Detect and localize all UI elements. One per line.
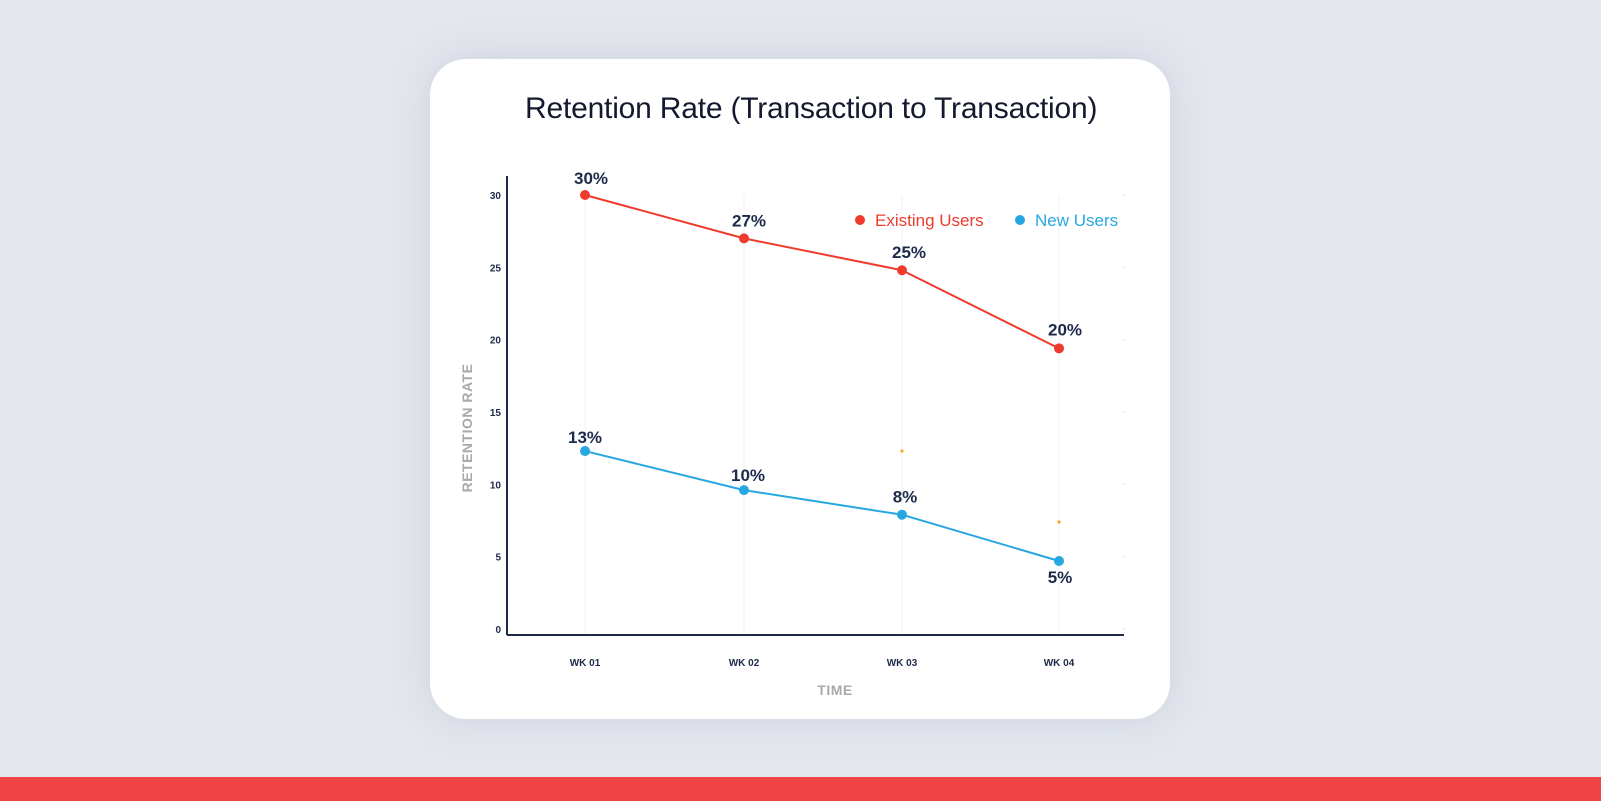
legend-label: New Users [1035, 211, 1118, 230]
legend-label: Existing Users [875, 211, 984, 230]
data-point [739, 485, 749, 496]
data-point [739, 233, 749, 244]
x-axis-title: TIME [817, 682, 852, 698]
y-tick-label: 25 [490, 263, 502, 274]
y-tick-label: 10 [490, 480, 502, 491]
data-label: 5% [1048, 568, 1073, 587]
y-tick-label: 30 [490, 191, 502, 202]
data-label: 10% [731, 466, 765, 485]
series-group: 30% 27% 25% 20% 13% 10% 8% 5% [568, 169, 1082, 587]
bottom-accent-bar [0, 777, 1601, 801]
data-label: 30% [574, 169, 608, 188]
y-tick-label: 5 [495, 553, 501, 564]
data-label: 13% [568, 428, 602, 447]
data-point [1054, 556, 1064, 567]
data-label: 27% [732, 211, 766, 230]
data-label: 8% [893, 488, 918, 507]
x-tick-label: WK 03 [887, 658, 918, 669]
y-tick-label: 20 [490, 336, 502, 347]
axes [506, 176, 1124, 636]
data-point [897, 265, 907, 276]
chart-title: Retention Rate (Transaction to Transacti… [525, 92, 1098, 125]
x-tick-label: WK 02 [729, 658, 760, 669]
x-tick-label: WK 04 [1044, 658, 1075, 669]
x-tick-label: WK 01 [570, 658, 601, 669]
y-tick-label: 0 [495, 625, 501, 636]
data-point [580, 446, 590, 457]
series-line-new-users [584, 450, 1060, 562]
y-axis-title: RETENTION RATE [459, 364, 475, 493]
chart-card [430, 59, 1170, 719]
series-line-existing-users [584, 194, 1060, 350]
data-point [1054, 343, 1064, 354]
y-tick-label: 15 [490, 408, 502, 419]
extra-marker [900, 449, 904, 453]
data-label: 20% [1048, 320, 1082, 339]
data-point [897, 509, 907, 520]
legend-dot [1015, 215, 1025, 225]
extra-marker [1057, 520, 1061, 524]
x-tick-labels: WK 01 WK 02 WK 03 WK 04 [570, 658, 1075, 669]
y-tick-labels: 0 5 10 15 20 25 30 [490, 191, 502, 636]
legend: Existing Users New Users [855, 211, 1118, 230]
legend-dot [855, 215, 865, 225]
data-point [580, 190, 590, 200]
data-label: 25% [892, 243, 926, 262]
